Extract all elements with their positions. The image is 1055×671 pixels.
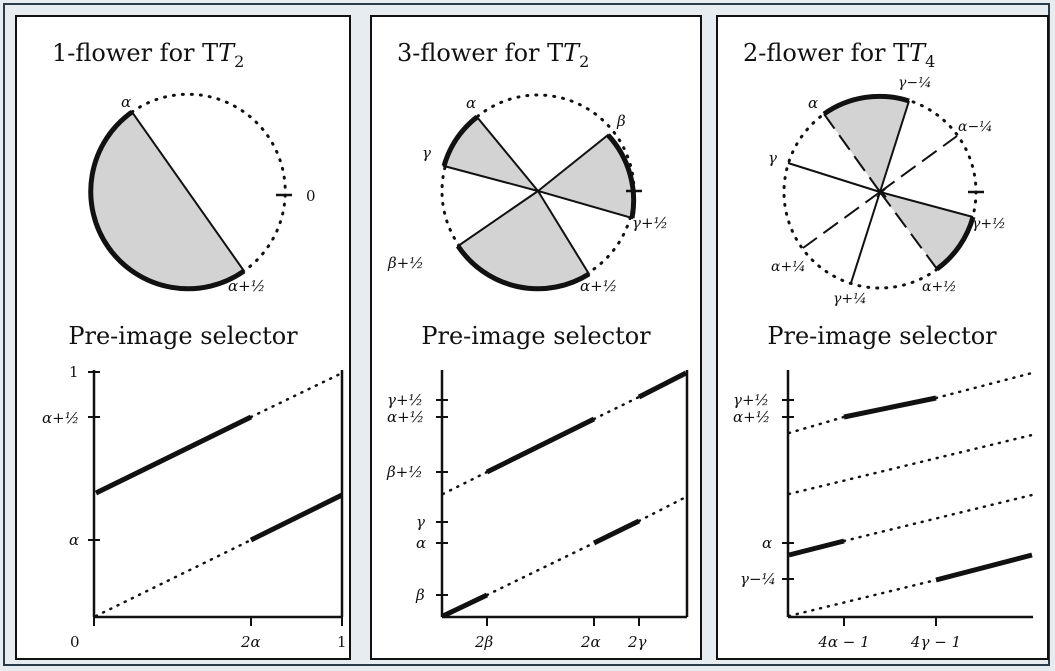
panel-2-ytick-label-alpha: α — [416, 534, 426, 552]
panel-1-ytick-label-1: 1 — [69, 363, 79, 381]
panel-3-line4-dotted — [787, 578, 938, 618]
panel-3-ytick-label-alpha: α — [762, 534, 772, 552]
panel-2-label-gamma-half: γ+½ — [632, 214, 668, 232]
panel-2-ytick-label-beta-half: β+½ — [386, 463, 423, 481]
panel-3-line2-dotted — [787, 433, 1034, 496]
panel-1-lower-dotted — [94, 538, 253, 618]
panel-3-ray-alpha-half — [879, 191, 938, 270]
panel-2-sector-lower — [456, 189, 591, 290]
panel-1-label-alpha: α — [121, 93, 131, 111]
panel-3-label-alpha-quarter: α+¼ — [771, 259, 806, 275]
panel-3-label-gamma-minus-quarter: γ−¼ — [898, 75, 932, 91]
panel-3-label-alpha: α — [808, 94, 818, 112]
panel-3-label-gamma-half: γ+½ — [972, 216, 1006, 232]
panel-3-line4-solid — [935, 552, 1033, 583]
panel-1-ytick-label-alpha-half: α+½ — [42, 409, 79, 427]
panel-3-ray-gamma-quarter — [850, 191, 881, 284]
panel-3-ytick-label-gamma-minus-quarter: γ−¼ — [740, 570, 776, 588]
panel-3-line1-dotted-a — [787, 415, 846, 435]
panel-3-selector-title: Pre-image selector — [767, 322, 997, 350]
panel-2-circle — [440, 93, 642, 292]
panel-1-upper-dotted — [249, 371, 344, 419]
panel-3-center-mark: ✕ — [874, 183, 889, 204]
panel-2-flower-t4: 2-flower for TT4 ✕ α — [716, 15, 1049, 660]
panel-3-ytick-label-alpha-half: α+½ — [733, 408, 770, 426]
panel-2-sector-gamma-alpha — [442, 115, 541, 193]
panel-1-circle — [88, 92, 292, 292]
panel-1-label-zero: 0 — [306, 187, 316, 205]
panel-2-xtick-label-2alpha: 2α — [580, 633, 601, 651]
panel-3-bold-arc-bottom — [935, 216, 976, 272]
panel-2-selector-title: Pre-image selector — [421, 322, 651, 350]
panel-2-bold-arc-top — [441, 115, 479, 167]
panel-3-ray-alpha — [823, 113, 881, 193]
panel-2-label-beta: β — [616, 112, 626, 130]
panel-3-plot — [782, 370, 1034, 626]
panel-2-upper-dotted-a — [441, 470, 489, 496]
panel-1-selector-title: Pre-image selector — [68, 322, 298, 350]
panel-1-lower-solid — [249, 492, 344, 543]
panel-1-xtick-label-0: 0 — [70, 633, 80, 651]
panel-2-lower-dotted-a — [485, 541, 596, 597]
panel-1-sector — [89, 110, 246, 290]
panel-1-title: 1-flower for TT2 — [52, 39, 244, 71]
panel-1-xtick-label-2alpha: 2α — [240, 633, 261, 651]
panel-2-lower-solid-b — [592, 518, 641, 546]
panel-2-ytick-label-gamma: γ — [416, 513, 425, 531]
panel-3-label-alpha-minus-quarter: α−¼ — [958, 119, 993, 135]
panel-2-upper-solid-b — [637, 370, 688, 400]
panel-2-lower-dotted-b — [637, 495, 688, 523]
panel-2-label-alpha: α — [466, 94, 476, 112]
panel-1-bold-arc — [88, 109, 246, 292]
panel-1-svg: 1-flower for TT2 α 0 α+½ Pre-image selec… — [42, 39, 347, 651]
panel-2-lower-solid-a — [441, 592, 489, 619]
panel-1-plot — [88, 370, 344, 626]
panel-2-upper-solid-a — [485, 416, 596, 475]
panel-2-xtick-label-2gamma: 2γ — [627, 633, 647, 651]
panel-3-ray-gamma — [787, 162, 881, 193]
panel-2-xtick-label-2beta: 2β — [474, 633, 494, 651]
panel-3-xtick-label-4alpha: 4α − 1 — [817, 633, 869, 651]
panel-1-xtick-label-1: 1 — [337, 633, 347, 651]
panel-1-upper-solid — [94, 414, 253, 496]
panel-2-plot — [436, 370, 689, 626]
panel-2-ytick-label-alpha-half: α+½ — [387, 408, 424, 426]
panel-2-label-beta-half: β+½ — [387, 254, 424, 272]
panel-2-upper-dotted-b — [592, 395, 641, 421]
panel-2-label-alpha-half: α+½ — [580, 277, 617, 295]
panel-2-ytick-label-gamma-half: γ+½ — [387, 391, 423, 409]
panel-1-flower-t2: 1-flower for TT2 α 0 α+½ Pre-image selec… — [15, 15, 351, 660]
panel-3-ray-gamma-half — [879, 191, 974, 218]
panel-3-title: 2-flower for TT4 — [743, 39, 935, 71]
panel-3-ray-alpha-minus-quarter — [879, 135, 958, 193]
panel-3-line1-solid — [843, 395, 937, 420]
panel-3-line3-solid — [788, 538, 845, 558]
panel-3-svg: 2-flower for TT4 ✕ α — [733, 39, 1034, 651]
panel-3-ray-gamma-minus-quarter — [879, 100, 910, 193]
panel-2-title: 3-flower for TT2 — [397, 39, 589, 71]
panel-1-dotted-arc — [130, 92, 287, 273]
panel-3-label-gamma: γ — [768, 149, 777, 167]
panel-3-line1-dotted-b — [934, 371, 1034, 400]
panel-3-label-gamma-quarter: γ+¼ — [833, 291, 867, 307]
panel-3-ytick-label-gamma-half: γ+½ — [733, 391, 769, 409]
panel-3-xtick-label-4gamma: 4γ − 1 — [910, 633, 961, 651]
panel-2-svg: 3-flower for TT2 α β γ γ+½ β+½ α+½ Pre-i… — [386, 39, 689, 651]
panel-3-label-alpha-half: α+½ — [922, 279, 957, 295]
panel-3-bold-arc-top — [822, 93, 910, 117]
panel-2-ytick-label-beta: β — [415, 586, 425, 604]
panel-3-sector-top — [824, 96, 909, 192]
panel-3-flower-t2: 3-flower for TT2 α β γ γ+½ β+½ α+½ Pre-i… — [370, 15, 702, 660]
panel-3-ray-alpha-quarter — [802, 191, 881, 249]
panel-2-bold-arc-bottom — [455, 244, 591, 292]
panel-1-label-alpha-half: α+½ — [228, 277, 265, 295]
panel-1-ytick-label-alpha: α — [69, 531, 79, 549]
panel-2-bold-arc-right — [606, 133, 637, 219]
panel-3-circle: ✕ — [782, 93, 984, 290]
panel-2-label-gamma: γ — [422, 144, 431, 162]
panel-3-line3-dotted — [842, 493, 1034, 543]
